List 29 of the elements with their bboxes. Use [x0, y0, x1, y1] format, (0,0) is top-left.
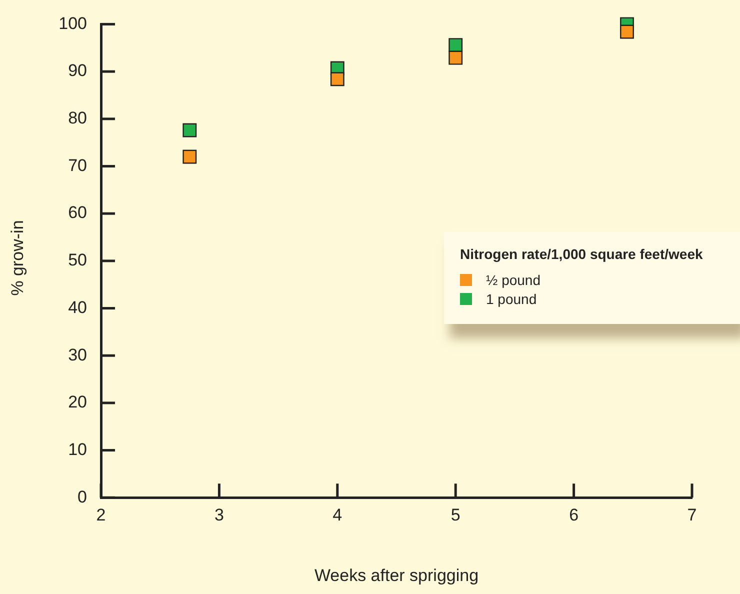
- x-tick-label: 5: [450, 505, 460, 524]
- y-tick-label: 40: [68, 298, 87, 317]
- x-tick-label: 7: [687, 505, 697, 524]
- x-tick-label: 3: [214, 505, 224, 524]
- legend-label: 1 pound: [486, 291, 537, 307]
- legend-label: ½ pound: [486, 272, 540, 288]
- point: [448, 50, 463, 65]
- point: [182, 123, 197, 138]
- point: [182, 150, 197, 164]
- point: [448, 38, 463, 52]
- legend-title: Nitrogen rate/1,000 square feet/week: [460, 246, 704, 262]
- y-tick-label: 30: [68, 345, 87, 364]
- x-tick-label: 2: [96, 505, 106, 524]
- y-tick-label: 0: [78, 487, 87, 506]
- y-axis-title: % grow-in: [8, 220, 28, 296]
- y-tick-label: 80: [68, 108, 87, 128]
- y-tick-label: 70: [68, 156, 87, 175]
- y-tick-label: 90: [68, 61, 87, 80]
- x-axis-title: Weeks after sprigging: [313, 566, 480, 586]
- y-tick-label: 60: [68, 203, 87, 222]
- y-tick-label: 10: [68, 440, 87, 459]
- point: [330, 72, 344, 86]
- y-tick-label: 100: [58, 14, 87, 33]
- y-tick-label: 50: [68, 250, 87, 270]
- x-tick-label: 4: [332, 505, 342, 524]
- x-tick-label: 6: [569, 505, 579, 524]
- legend-panel: Nitrogen rate/1,000 square feet/week ½ pound 1 pound: [444, 232, 740, 324]
- y-tick-label: 20: [68, 392, 87, 412]
- point: [620, 24, 634, 39]
